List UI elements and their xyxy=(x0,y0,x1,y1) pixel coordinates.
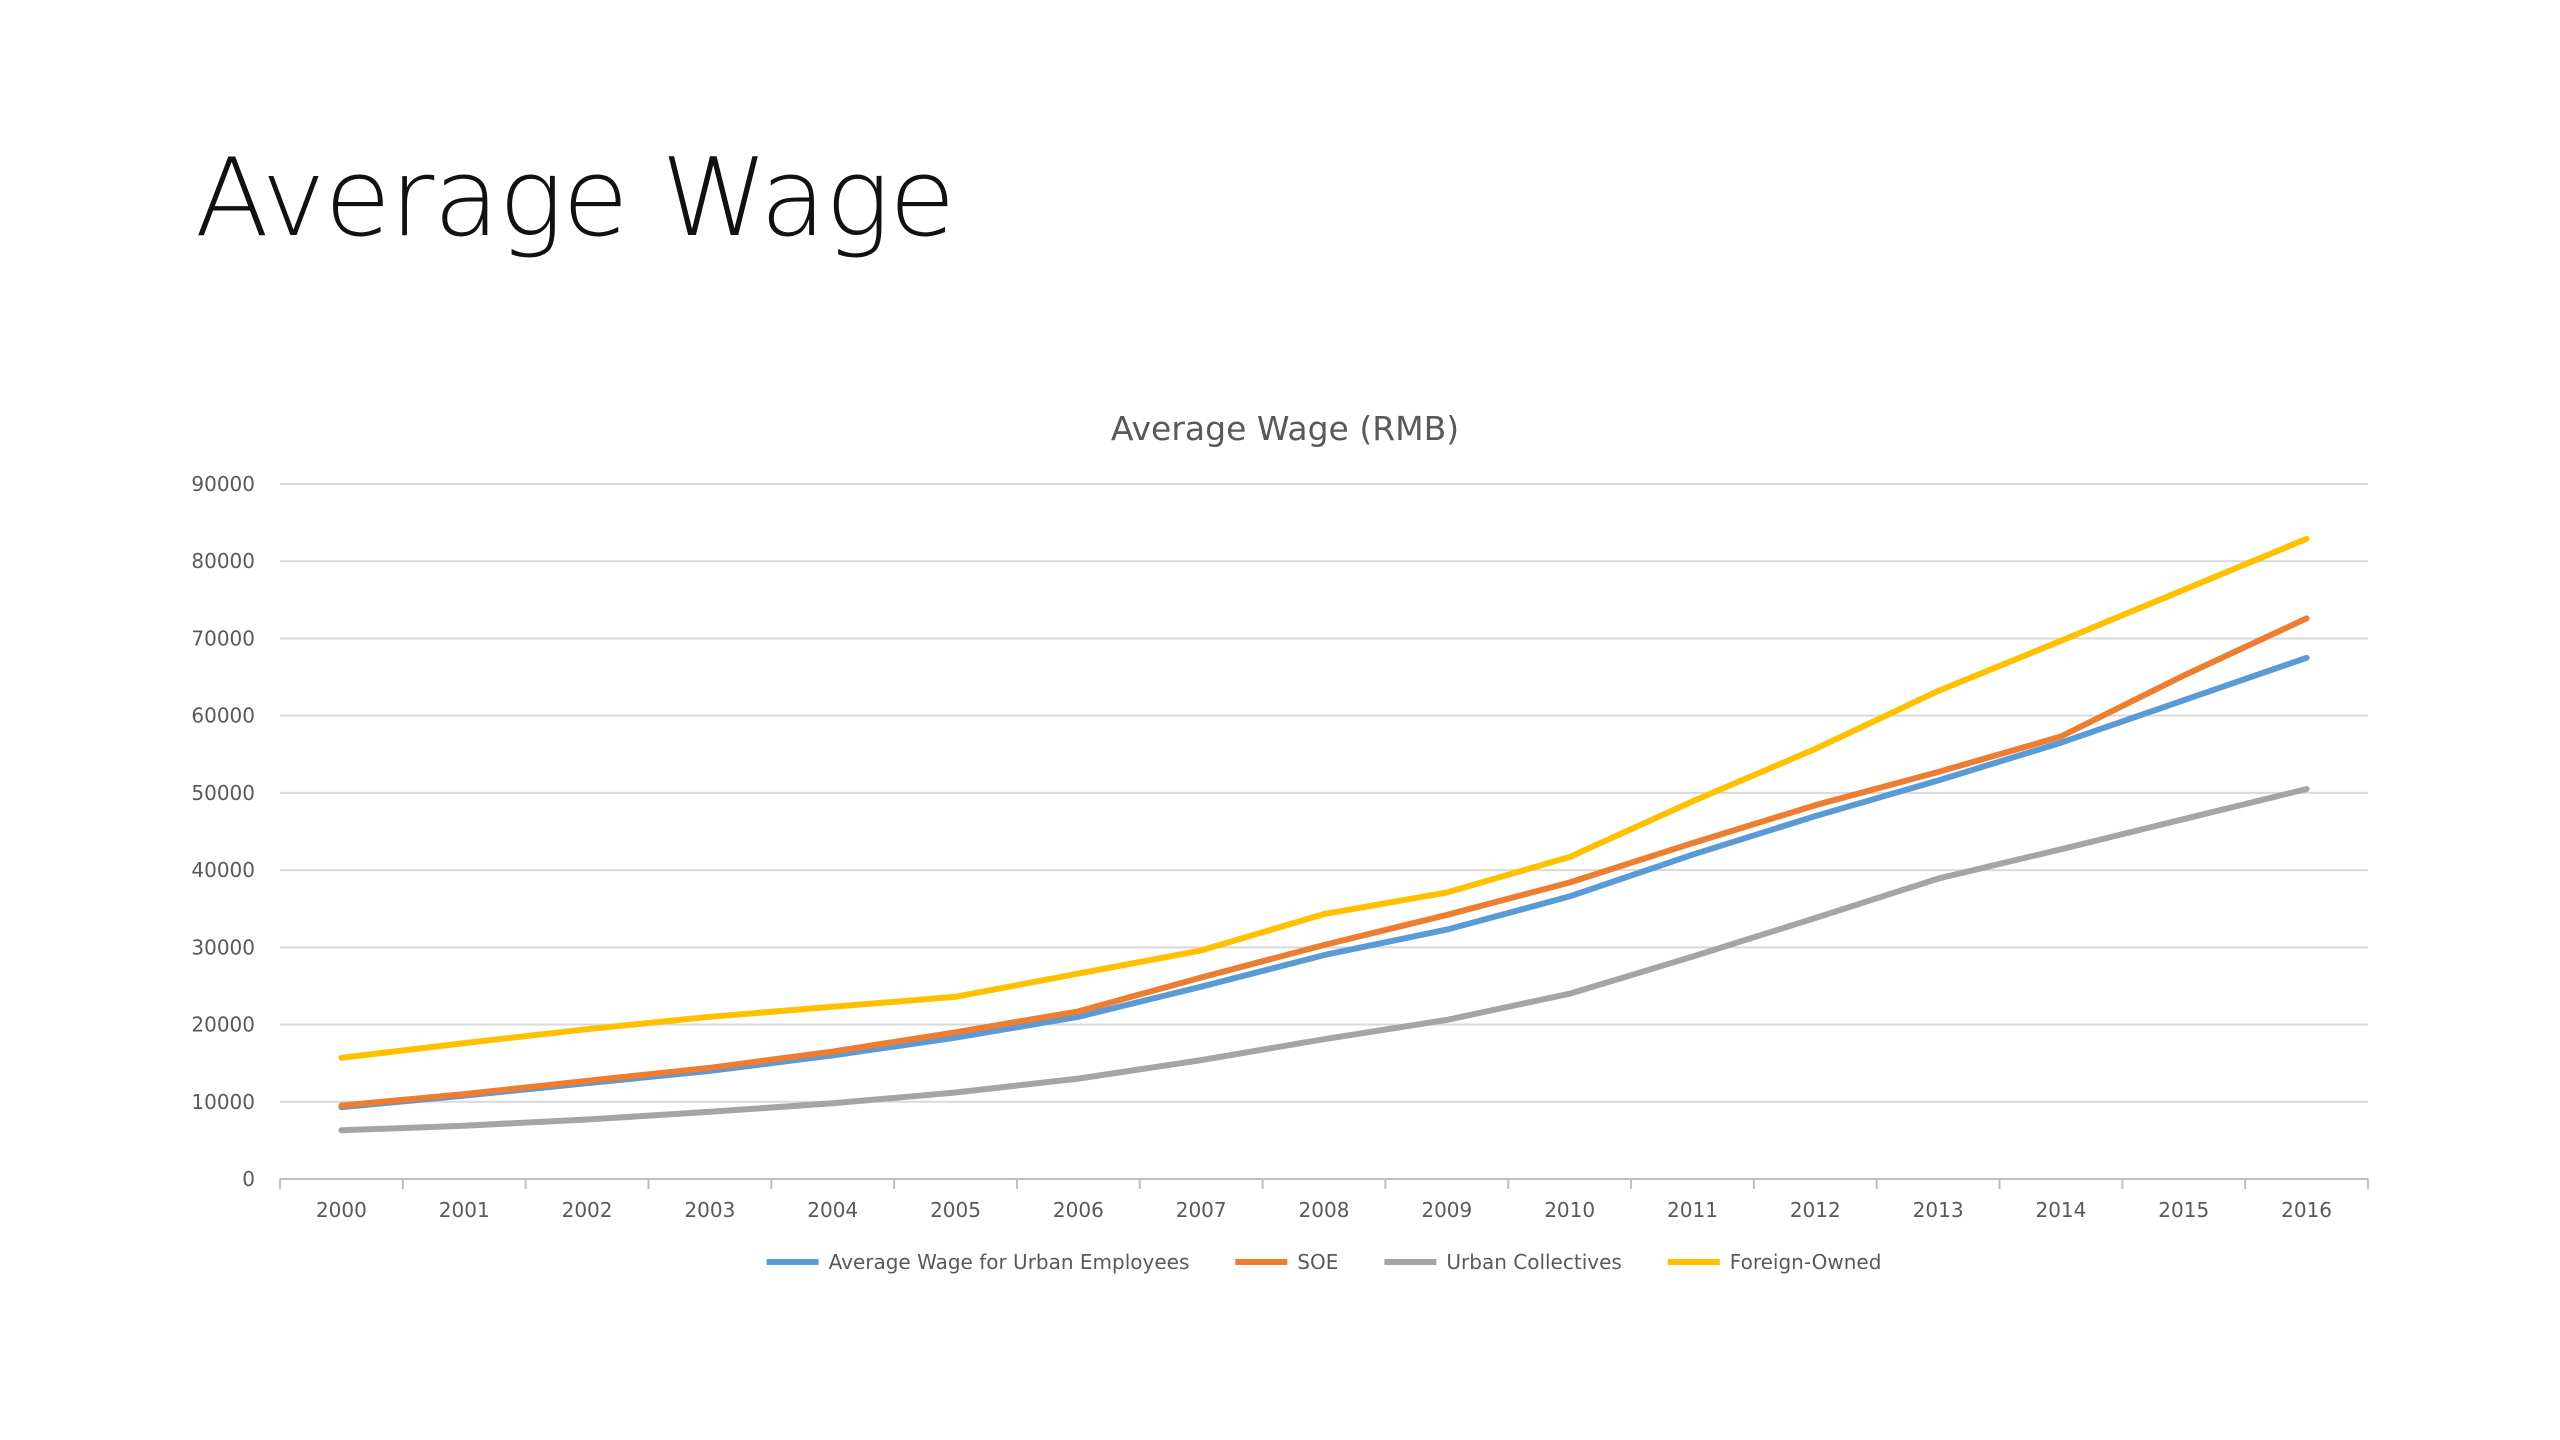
series-line xyxy=(338,535,2310,1061)
x-tick-label: 2005 xyxy=(930,1198,981,1222)
x-tick-label: 2002 xyxy=(562,1198,613,1222)
legend-item: Urban Collectives xyxy=(1384,1250,1622,1274)
slide-title: Average Wage xyxy=(195,136,955,261)
legend: Average Wage for Urban Employees SOE Urban… xyxy=(766,1250,1882,1274)
x-tick-label: 2011 xyxy=(1667,1198,1718,1222)
x-tick-label: 2012 xyxy=(1790,1198,1841,1222)
y-tick-label: 90000 xyxy=(191,472,255,496)
series-line xyxy=(338,786,2310,1134)
series-lines xyxy=(338,535,2310,1134)
y-tick-label: 60000 xyxy=(191,704,255,728)
gridlines xyxy=(280,483,2368,1103)
legend-item: Average Wage for Urban Employees xyxy=(766,1250,1190,1274)
y-tick-label: 50000 xyxy=(191,781,255,805)
x-tick-label: 2006 xyxy=(1053,1198,1104,1222)
legend-item: Foreign-Owned xyxy=(1667,1250,1882,1274)
x-tick-label: 2000 xyxy=(316,1198,367,1222)
x-tick-label: 2015 xyxy=(2158,1198,2209,1222)
chart-title: Average Wage (RMB) xyxy=(1111,409,1459,448)
legend-label: Foreign-Owned xyxy=(1730,1250,1882,1274)
legend-item: SOE xyxy=(1235,1250,1338,1274)
x-tick-label: 2009 xyxy=(1421,1198,1472,1222)
y-tick-label: 40000 xyxy=(191,858,255,882)
y-tick-label: 30000 xyxy=(191,935,255,959)
x-tick-label: 2001 xyxy=(439,1198,490,1222)
legend-label: SOE xyxy=(1297,1250,1338,1274)
x-tick-label: 2007 xyxy=(1176,1198,1227,1222)
x-tick-label: 2014 xyxy=(2035,1198,2086,1222)
x-tick-label: 2013 xyxy=(1913,1198,1964,1222)
y-tick-label: 80000 xyxy=(191,549,255,573)
x-tick-label: 2008 xyxy=(1299,1198,1350,1222)
y-tick-label: 20000 xyxy=(191,1013,255,1037)
legend-label: Urban Collectives xyxy=(1446,1250,1621,1274)
x-tick-label: 2004 xyxy=(807,1198,858,1222)
y-tick-label: 0 xyxy=(242,1167,255,1191)
x-tick-label: 2003 xyxy=(684,1198,735,1222)
x-tick-label: 2010 xyxy=(1544,1198,1595,1222)
legend-label: Average Wage for Urban Employees xyxy=(829,1250,1190,1274)
y-tick-label: 10000 xyxy=(191,1090,255,1114)
axes: 0 10000 20000 30000 40000 50000 60000 70000 8000… xyxy=(191,472,2369,1222)
series-line xyxy=(338,615,2310,1109)
x-tick-label: 2016 xyxy=(2281,1198,2332,1222)
y-tick-label: 70000 xyxy=(191,626,255,650)
